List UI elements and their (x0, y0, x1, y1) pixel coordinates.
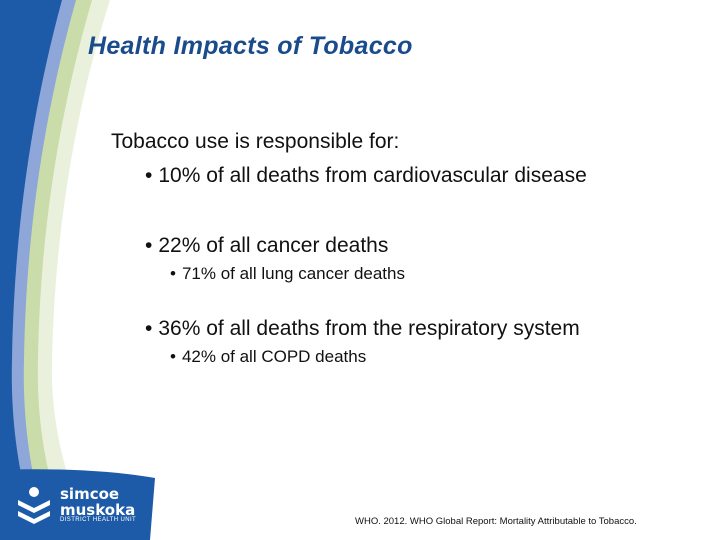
bullet-text: 36% of all deaths from the respiratory s… (158, 317, 580, 340)
bullet-glyph: • (170, 264, 176, 283)
sub-bullet-text: 42% of all COPD deaths (181, 347, 367, 366)
bullet-cancer: • 22% of all cancer deaths (145, 234, 388, 258)
bullet-glyph: • (145, 317, 153, 340)
slide-title: Health Impacts of Tobacco (88, 32, 413, 60)
bullet-glyph: • (170, 347, 176, 366)
people-figure-icon (18, 487, 50, 524)
bullet-glyph: • (145, 234, 153, 257)
sub-bullet-text: 71% of all lung cancer deaths (181, 264, 405, 283)
bullet-respiratory: • 36% of all deaths from the respiratory … (145, 317, 580, 341)
sub-bullet-lung-cancer: • 71% of all lung cancer deaths (170, 264, 405, 284)
logo-tagline: DISTRICT HEALTH UNIT (60, 517, 137, 523)
simcoe-muskoka-logo: simcoe muskoka DISTRICT HEALTH UNIT (10, 484, 140, 530)
logo-line-2: muskoka (60, 501, 136, 519)
logo-wordmark: simcoe muskoka (60, 486, 135, 518)
sub-bullet-copd: • 42% of all COPD deaths (170, 347, 366, 367)
intro-text: Tobacco use is responsible for: (111, 130, 400, 153)
bullet-glyph: • (145, 164, 153, 187)
bullet-text: 10% of all deaths from cardiovascular di… (158, 164, 587, 187)
citation: WHO. 2012. WHO Global Report: Mortality … (355, 516, 637, 527)
bullet-cardiovascular: • 10% of all deaths from cardiovascular d… (145, 164, 587, 188)
bullet-text: 22% of all cancer deaths (158, 234, 389, 257)
logo-line-1: simcoe (60, 485, 120, 503)
